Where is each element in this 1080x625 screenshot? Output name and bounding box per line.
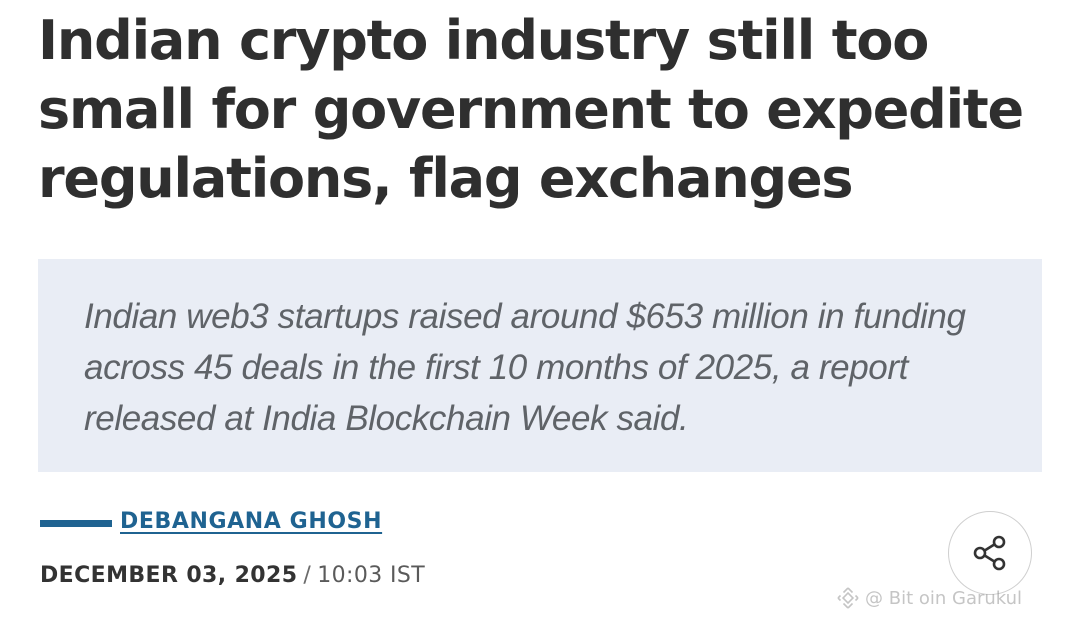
author-accent-bar (40, 520, 112, 527)
author-link[interactable]: DEBANGANA GHOSH (120, 509, 383, 534)
publish-date: DECEMBER 03, 2025 (40, 563, 298, 588)
article-headline: Indian crypto industry still too small f… (38, 9, 1024, 210)
binance-logo-icon (837, 587, 859, 609)
share-button[interactable] (948, 511, 1032, 595)
article-summary: Indian web3 startups raised around $653 … (84, 297, 966, 438)
share-icon (973, 535, 1006, 571)
article-dateline: DECEMBER 03, 2025/10:03 IST (40, 563, 425, 588)
dateline-separator: / (303, 563, 312, 588)
watermark: @ Bit oin Garukul (836, 586, 1022, 610)
publish-time: 10:03 IST (317, 563, 426, 588)
watermark-text: @ Bit oin Garukul (865, 587, 1023, 609)
article-summary-box: Indian web3 startups raised around $653 … (38, 259, 1042, 472)
